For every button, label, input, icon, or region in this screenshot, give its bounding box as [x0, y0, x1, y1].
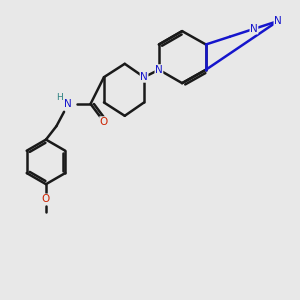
Text: N: N: [64, 99, 72, 109]
Text: N: N: [140, 72, 148, 82]
Text: H: H: [57, 93, 63, 102]
Text: N: N: [274, 16, 282, 26]
Text: O: O: [42, 194, 50, 204]
Text: N: N: [250, 24, 258, 34]
Text: N: N: [155, 65, 163, 75]
Text: O: O: [100, 117, 108, 127]
